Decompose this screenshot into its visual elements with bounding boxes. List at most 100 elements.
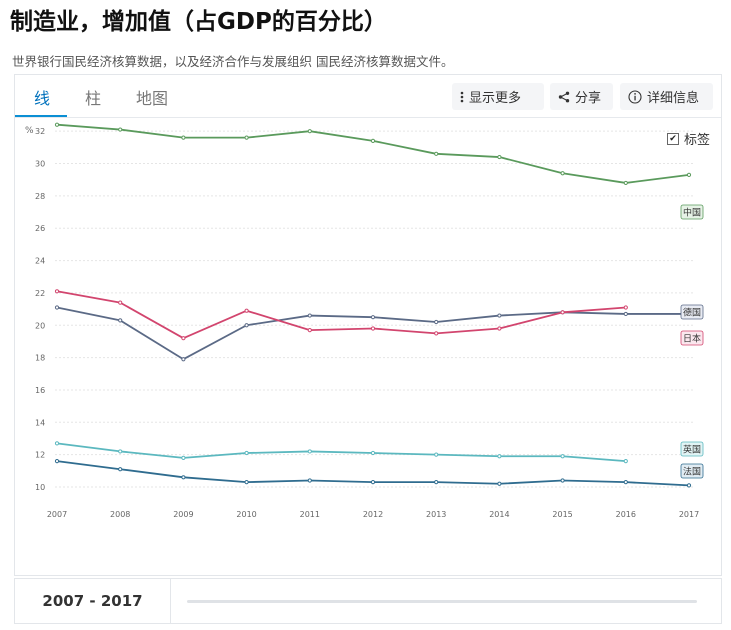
x-tick-label: 2014	[489, 510, 509, 519]
series-end-label: 德国	[683, 307, 701, 319]
y-tick-label: 10	[35, 483, 45, 492]
data-point	[623, 305, 628, 310]
data-point	[434, 452, 439, 457]
data-point	[118, 127, 123, 132]
x-tick-label: 2008	[110, 510, 130, 519]
y-tick-label: 20	[35, 321, 45, 330]
x-tick-label: 2015	[552, 510, 572, 519]
data-point	[307, 478, 312, 483]
data-point	[370, 138, 376, 143]
share-button[interactable]: 分享	[550, 83, 613, 110]
series-end-label-box	[680, 463, 704, 479]
tab-map[interactable]: 地图	[136, 89, 169, 108]
series-end-label-box	[680, 330, 704, 346]
time-range-slider[interactable]	[187, 600, 697, 603]
series-line	[56, 442, 626, 463]
data-point	[434, 331, 439, 336]
data-point	[497, 154, 502, 160]
labels-toggle[interactable]: ✔ 标签	[667, 129, 710, 148]
y-tick-label: 22	[35, 289, 45, 298]
x-tick-label: 2016	[616, 510, 636, 519]
data-point	[118, 449, 123, 454]
time-range-label: 2007 - 2017	[15, 579, 171, 623]
y-tick-label: 32	[35, 127, 45, 136]
show-more-label: 显示更多	[469, 91, 522, 106]
data-point	[497, 326, 502, 331]
data-point	[54, 459, 60, 464]
data-point	[370, 480, 376, 485]
data-point	[244, 450, 249, 456]
data-point	[54, 122, 60, 127]
show-more-button[interactable]: 显示更多	[452, 83, 544, 110]
data-point	[560, 171, 565, 176]
data-point	[434, 480, 439, 485]
data-point	[623, 311, 628, 317]
x-tick-label: 2012	[363, 510, 383, 519]
tab-bar[interactable]: 柱	[85, 89, 102, 108]
data-point	[244, 480, 249, 485]
y-tick-label: 16	[35, 386, 45, 395]
data-point	[623, 459, 628, 464]
series-line	[56, 290, 626, 340]
data-point	[181, 357, 186, 362]
details-button[interactable]: 详细信息	[620, 83, 713, 110]
series-end-label-box	[680, 204, 704, 220]
data-point	[434, 319, 439, 325]
data-point	[370, 450, 376, 456]
share-label: 分享	[575, 91, 602, 106]
data-point	[54, 305, 60, 310]
y-tick-label: 18	[35, 354, 45, 363]
data-point	[118, 318, 123, 323]
data-point	[560, 310, 565, 315]
share-icon	[558, 91, 570, 103]
more-vertical-icon	[460, 91, 464, 103]
tab-divider	[15, 117, 721, 118]
data-point	[307, 313, 312, 318]
series-line	[56, 123, 690, 184]
data-point	[370, 315, 376, 320]
page-subtitle: 世界银行国民经济核算数据，以及经济合作与发展组织 国民经济核算数据文件。	[12, 54, 454, 69]
series-end-label: 英国	[683, 444, 701, 456]
data-point	[54, 441, 60, 446]
x-tick-label: 2013	[426, 510, 446, 519]
chart-panel: 线 柱 地图 显示更多 分享 详细信息 ✔ 标签 % 10 12 14 16 18 20 22…	[14, 74, 722, 576]
data-point	[307, 449, 312, 454]
data-point	[307, 129, 312, 134]
active-tab-indicator	[15, 115, 67, 117]
x-tick-label: 2011	[300, 510, 320, 519]
data-point	[560, 454, 565, 459]
x-tick-label: 2009	[173, 510, 193, 519]
data-point	[54, 289, 60, 294]
details-label: 详细信息	[647, 91, 700, 106]
series-end-label-box	[680, 304, 704, 320]
data-point	[497, 454, 502, 459]
data-point	[244, 135, 249, 140]
y-tick-label: 24	[35, 257, 45, 266]
data-point	[560, 478, 565, 483]
line-chart: % 10 12 14 16 18 20 22 24 26 28 30 32 2007 2008 2009 201…	[25, 122, 704, 519]
data-point	[497, 481, 502, 486]
labels-toggle-label: 标签	[684, 133, 711, 148]
time-range-bar: 2007 - 2017	[14, 578, 722, 624]
data-point	[181, 455, 186, 460]
x-tick-label: 2010	[236, 510, 256, 519]
data-point	[686, 483, 692, 488]
data-point	[623, 480, 628, 485]
labels-checkbox[interactable]: ✔	[667, 132, 679, 145]
y-tick-label: 28	[35, 192, 45, 201]
data-point	[118, 300, 123, 305]
y-tick-label: 12	[35, 451, 45, 460]
info-icon	[628, 89, 642, 104]
tab-line[interactable]: 线	[34, 89, 51, 108]
data-point	[181, 135, 186, 140]
data-point	[370, 326, 376, 331]
series-end-label: 法国	[683, 466, 701, 478]
x-tick-label: 2017	[679, 510, 699, 519]
data-point	[118, 467, 123, 472]
data-point	[307, 328, 312, 333]
data-point	[686, 172, 692, 177]
data-point	[434, 151, 439, 156]
y-tick-label: 14	[35, 418, 45, 427]
x-tick-label: 2007	[47, 510, 67, 519]
series-end-label-box	[680, 441, 704, 457]
